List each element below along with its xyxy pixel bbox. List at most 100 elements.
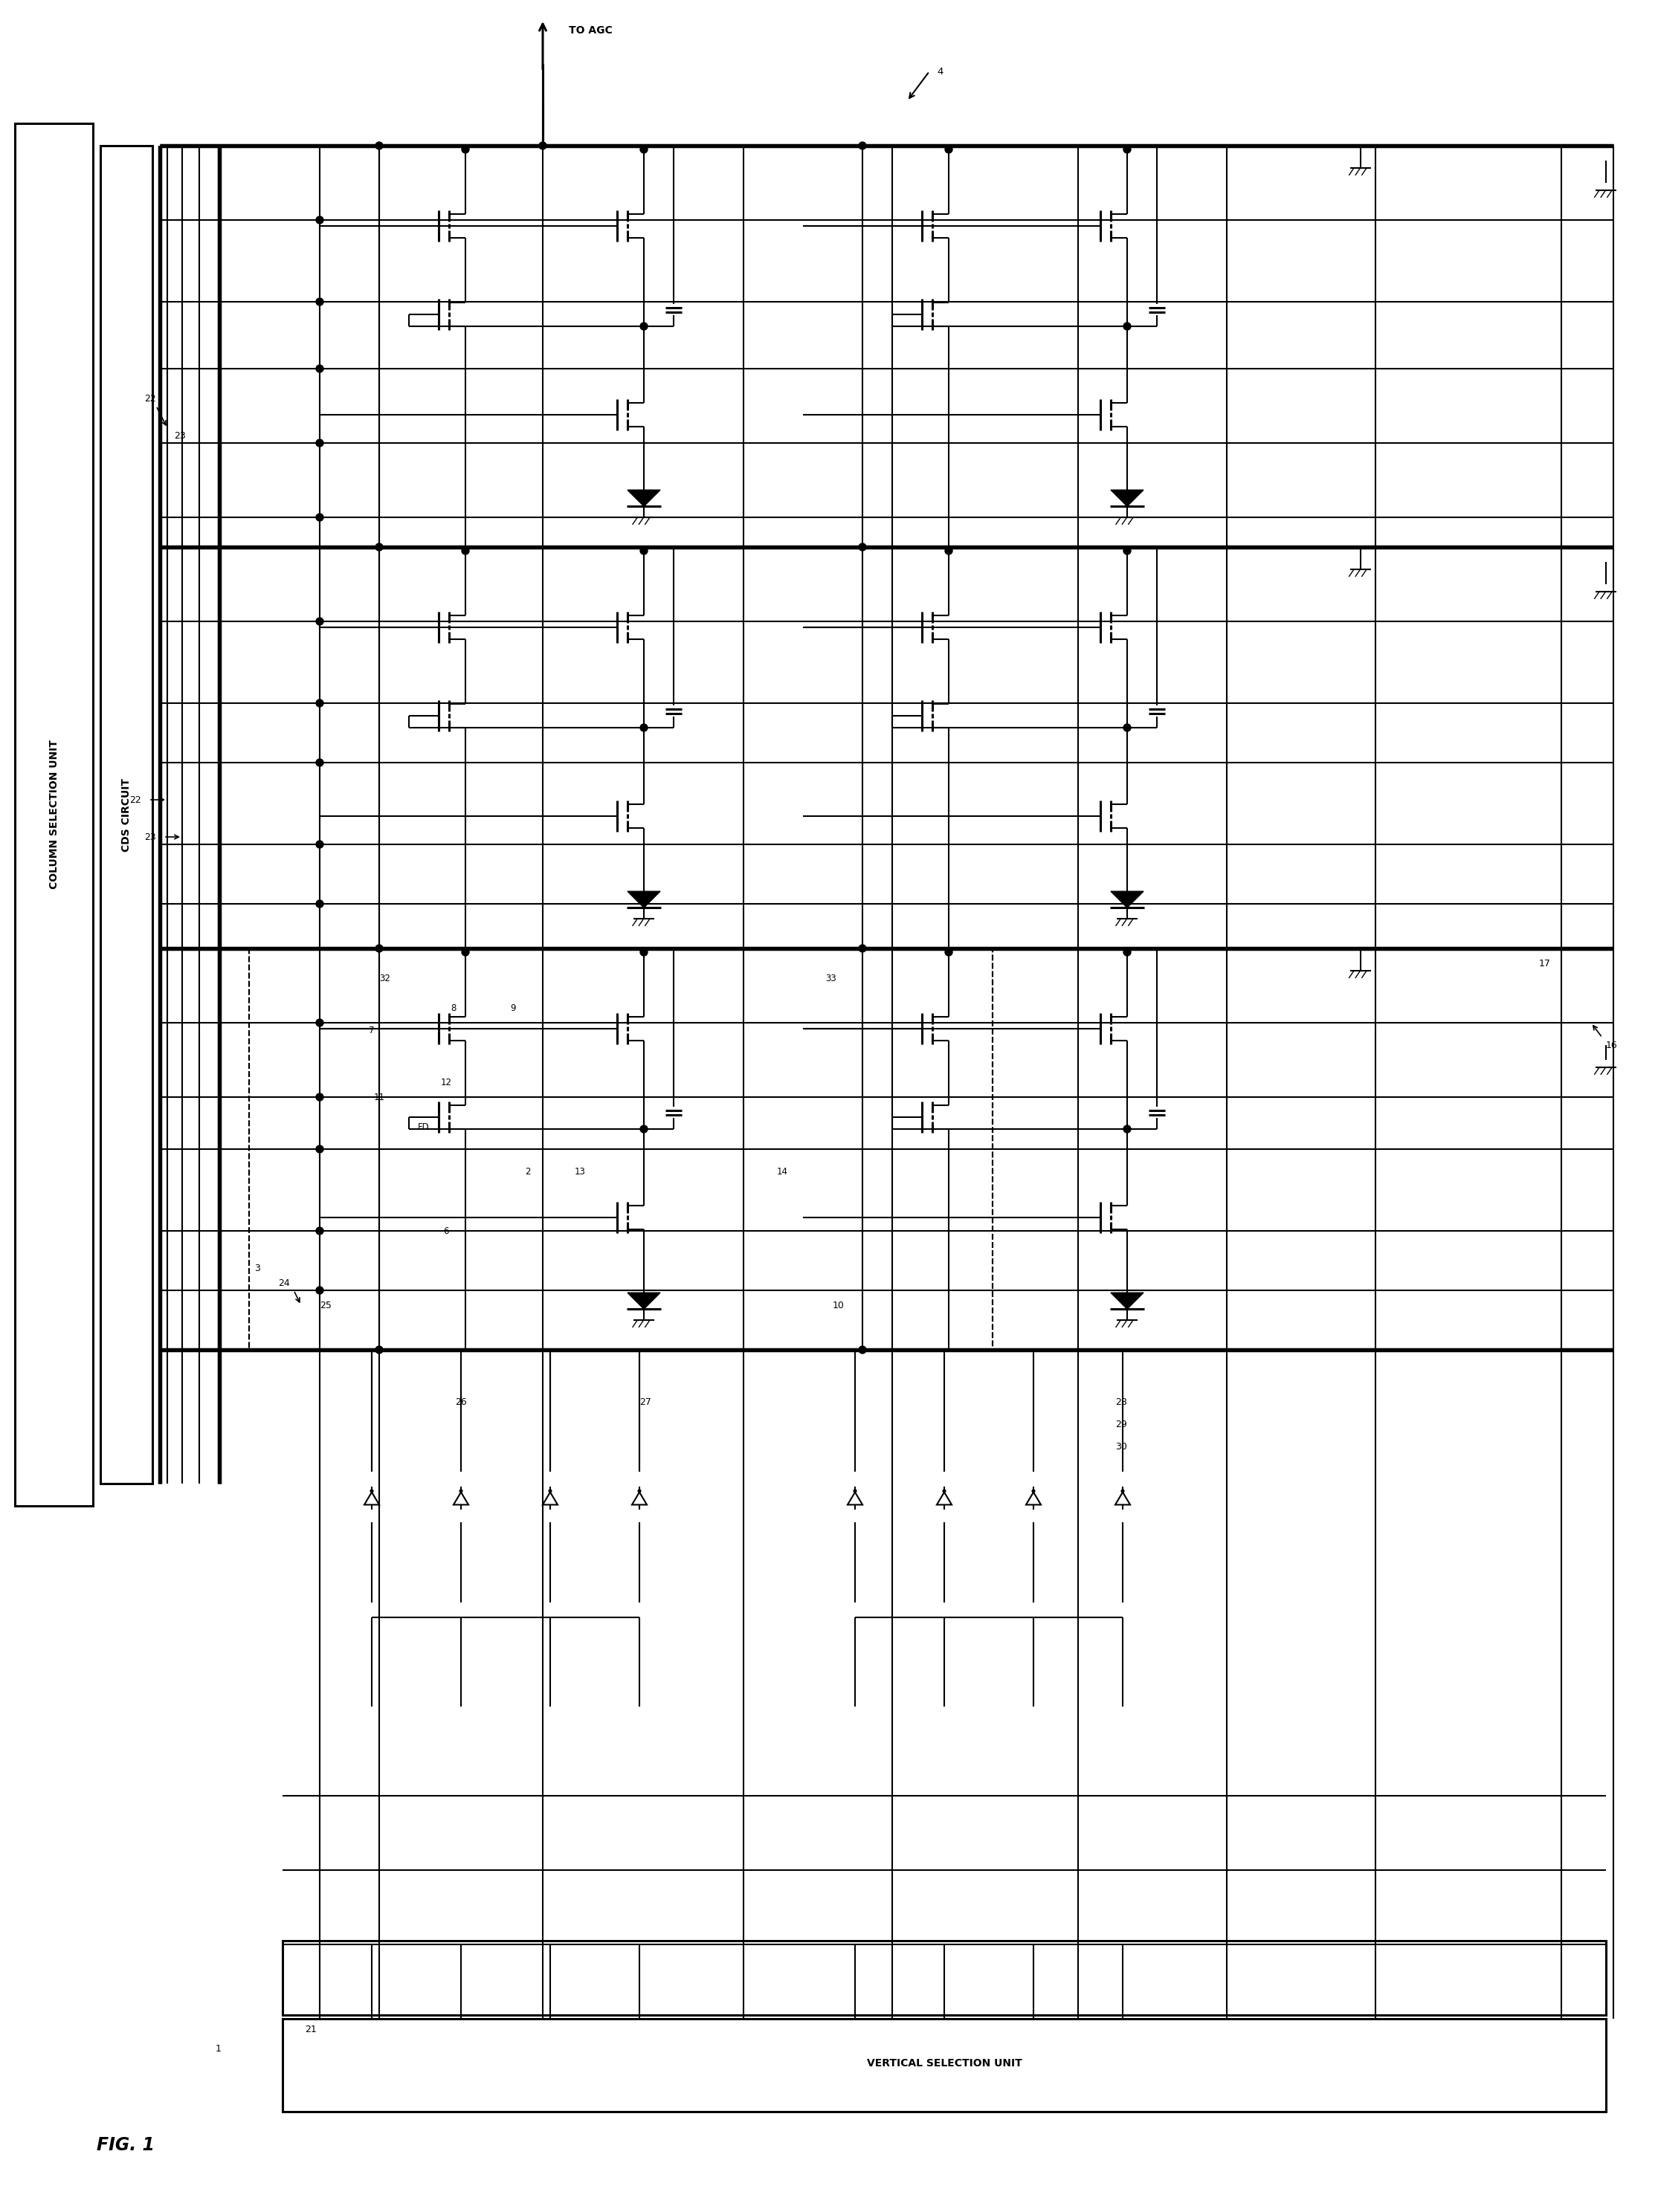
- Circle shape: [317, 617, 323, 626]
- Circle shape: [1121, 1489, 1124, 1493]
- Circle shape: [317, 699, 323, 708]
- Bar: [249, 949, 993, 1349]
- Circle shape: [1124, 723, 1131, 732]
- Text: VERTICAL SELECTION UNIT: VERTICAL SELECTION UNIT: [867, 2057, 1021, 2068]
- Polygon shape: [365, 1493, 380, 1504]
- Circle shape: [859, 1347, 865, 1354]
- Polygon shape: [454, 1493, 469, 1504]
- Circle shape: [317, 440, 323, 447]
- Circle shape: [640, 146, 648, 153]
- Text: 23: 23: [174, 431, 186, 440]
- Circle shape: [640, 949, 648, 956]
- Text: 6: 6: [443, 1225, 449, 1237]
- Text: TO AGC: TO AGC: [569, 24, 612, 35]
- Bar: [15, 124, 93, 1506]
- Circle shape: [640, 723, 648, 732]
- Polygon shape: [627, 891, 660, 907]
- Circle shape: [1124, 146, 1131, 153]
- Circle shape: [317, 217, 323, 223]
- Text: 3: 3: [254, 1263, 260, 1272]
- Circle shape: [317, 365, 323, 372]
- Circle shape: [317, 759, 323, 765]
- Text: 28: 28: [1116, 1398, 1127, 1407]
- Text: 33: 33: [826, 973, 836, 982]
- Polygon shape: [1026, 1493, 1041, 1504]
- Text: 22: 22: [129, 794, 141, 805]
- Circle shape: [638, 1489, 640, 1493]
- Circle shape: [317, 841, 323, 847]
- Circle shape: [1124, 323, 1131, 330]
- Circle shape: [1124, 1126, 1131, 1133]
- Circle shape: [640, 1126, 648, 1133]
- Text: 25: 25: [320, 1301, 332, 1310]
- Circle shape: [317, 1287, 323, 1294]
- Text: 2: 2: [526, 1166, 531, 1177]
- Circle shape: [461, 949, 469, 956]
- Text: 30: 30: [1116, 1442, 1127, 1451]
- Text: 32: 32: [380, 973, 390, 982]
- Text: CDS CIRCUIT: CDS CIRCUIT: [121, 779, 131, 852]
- Polygon shape: [542, 1493, 557, 1504]
- Circle shape: [859, 544, 865, 551]
- Circle shape: [539, 142, 547, 150]
- Circle shape: [375, 142, 383, 150]
- Text: 7: 7: [370, 1026, 375, 1035]
- Bar: [249, 949, 993, 1349]
- Text: 27: 27: [640, 1398, 652, 1407]
- Circle shape: [859, 945, 865, 951]
- Polygon shape: [627, 491, 660, 507]
- Text: 9: 9: [511, 1002, 516, 1013]
- Text: 23: 23: [144, 832, 156, 843]
- Text: FIG. 1: FIG. 1: [96, 2137, 154, 2154]
- Circle shape: [317, 299, 323, 305]
- Circle shape: [945, 146, 952, 153]
- Circle shape: [1031, 1489, 1035, 1493]
- Circle shape: [317, 900, 323, 907]
- Circle shape: [317, 1228, 323, 1234]
- Circle shape: [854, 1489, 857, 1493]
- Text: 13: 13: [574, 1166, 585, 1177]
- Circle shape: [459, 1489, 463, 1493]
- Circle shape: [943, 1489, 945, 1493]
- Circle shape: [549, 1489, 552, 1493]
- Text: 16: 16: [1607, 1040, 1618, 1051]
- Circle shape: [375, 945, 383, 951]
- Circle shape: [640, 546, 648, 555]
- Text: FD: FD: [418, 1121, 429, 1133]
- Polygon shape: [937, 1493, 952, 1504]
- Text: 24: 24: [279, 1279, 290, 1287]
- Polygon shape: [632, 1493, 647, 1504]
- Polygon shape: [1111, 1292, 1144, 1310]
- Text: COLUMN SELECTION UNIT: COLUMN SELECTION UNIT: [48, 741, 60, 889]
- Text: 22: 22: [144, 394, 156, 403]
- Text: 21: 21: [305, 2024, 317, 2035]
- Circle shape: [317, 1146, 323, 1152]
- Text: 1: 1: [216, 2044, 222, 2053]
- Polygon shape: [847, 1493, 862, 1504]
- Text: 14: 14: [778, 1166, 788, 1177]
- Polygon shape: [1111, 491, 1144, 507]
- Text: 26: 26: [454, 1398, 468, 1407]
- Polygon shape: [1111, 891, 1144, 907]
- Text: 17: 17: [1539, 958, 1550, 969]
- Circle shape: [317, 1093, 323, 1102]
- Text: 8: 8: [451, 1002, 456, 1013]
- Circle shape: [640, 323, 648, 330]
- Text: 12: 12: [441, 1077, 451, 1086]
- Text: 4: 4: [937, 66, 943, 75]
- Circle shape: [859, 142, 865, 150]
- Circle shape: [945, 949, 952, 956]
- Circle shape: [1124, 949, 1131, 956]
- Text: 10: 10: [832, 1301, 844, 1310]
- Circle shape: [461, 146, 469, 153]
- Bar: [101, 146, 153, 1484]
- Circle shape: [375, 544, 383, 551]
- Circle shape: [945, 546, 952, 555]
- Circle shape: [317, 1020, 323, 1026]
- Polygon shape: [1116, 1493, 1131, 1504]
- Circle shape: [1124, 546, 1131, 555]
- Circle shape: [375, 1347, 383, 1354]
- Bar: [282, 2020, 1607, 2112]
- Circle shape: [370, 1489, 373, 1493]
- Text: 29: 29: [1116, 1420, 1127, 1429]
